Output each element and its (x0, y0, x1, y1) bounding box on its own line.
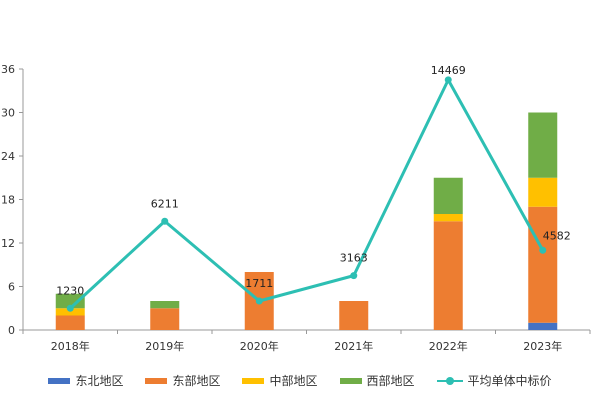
avg-price-point (255, 297, 263, 305)
legend-swatch-northeast (48, 377, 71, 384)
avg-price-data-label: 1711 (245, 277, 273, 290)
bar-segment-4 (528, 112, 558, 178)
x-tick-label: 2019年 (145, 339, 184, 353)
avg-price-data-label: 4582 (543, 229, 571, 242)
bar-segment-2 (528, 206, 558, 323)
x-tick-label: 2021年 (334, 339, 373, 353)
legend-swatch-west (339, 377, 362, 384)
x-tick-label: 2020年 (240, 339, 279, 353)
y-tick-label: 30 (1, 107, 15, 120)
x-tick-label: 2022年 (429, 339, 468, 353)
y-tick-label: 0 (8, 324, 15, 337)
bar-segment-2 (55, 315, 85, 330)
y-tick-label: 6 (8, 281, 15, 294)
avg-price-point (66, 304, 74, 312)
legend-label-avg-price: 平均单体中标价 (467, 374, 552, 388)
legend-item-east: 东部地区 (145, 372, 220, 389)
avg-price-point (539, 246, 547, 254)
x-tick-label: 2023年 (523, 339, 562, 353)
bar-segment-4 (150, 301, 180, 309)
bar-segment-3 (528, 177, 558, 207)
y-tick-label: 36 (1, 63, 15, 76)
bar-segment-1 (528, 322, 558, 330)
bar-segment-2 (339, 301, 369, 330)
avg-price-point (161, 217, 169, 225)
legend-label-northeast: 东北地区 (75, 374, 124, 388)
legend-swatch-central (242, 377, 265, 384)
avg-price-point (350, 272, 358, 280)
legend-label-central: 中部地区 (269, 374, 318, 388)
avg-price-point (444, 76, 452, 84)
legend-item-northeast: 东北地区 (48, 372, 123, 389)
avg-price-data-label: 1230 (56, 284, 84, 297)
legend-label-west: 西部地区 (366, 374, 415, 388)
bar-segment-2 (433, 221, 463, 330)
legend: 东北地区 东部地区 中部地区 西部地区 平均单体中标价 (0, 372, 600, 389)
avg-price-data-label: 14469 (431, 64, 466, 77)
legend-label-east: 东部地区 (172, 374, 221, 388)
bar-segment-3 (55, 308, 85, 316)
bar-segment-3 (433, 214, 463, 222)
legend-item-central: 中部地区 (242, 372, 318, 389)
bar-segment-2 (150, 308, 180, 330)
x-tick-label: 2018年 (51, 339, 90, 353)
avg-price-data-label: 3163 (340, 252, 368, 265)
legend-swatch-east (145, 377, 168, 384)
y-tick-label: 24 (1, 150, 15, 163)
y-tick-label: 12 (1, 237, 15, 250)
y-tick-label: 18 (1, 194, 15, 207)
legend-item-avg-price: 平均单体中标价 (436, 372, 552, 389)
legend-swatch-avg-price (436, 376, 463, 386)
bar-segment-4 (55, 293, 85, 309)
avg-price-data-label: 6211 (151, 197, 179, 210)
bar-segment-4 (433, 177, 463, 214)
legend-item-west: 西部地区 (339, 372, 415, 389)
avg-price-line (69, 78, 545, 310)
